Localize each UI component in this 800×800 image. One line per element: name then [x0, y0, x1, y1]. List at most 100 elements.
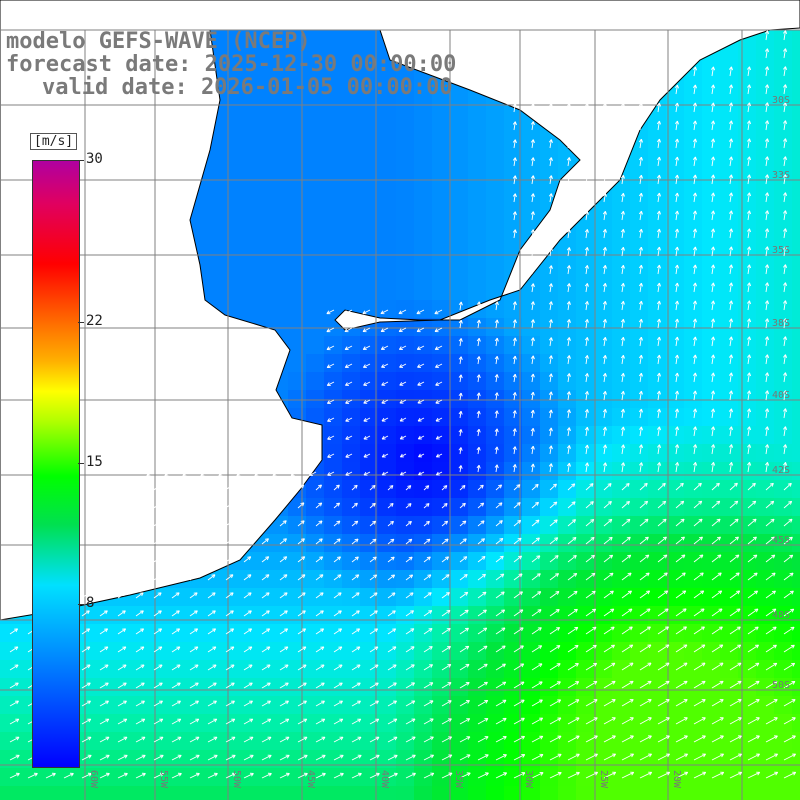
wind-cell	[414, 156, 433, 175]
wind-cell	[630, 678, 649, 697]
wind-cell	[774, 624, 793, 643]
wind-arrow	[530, 121, 535, 131]
wind-cell	[126, 624, 145, 643]
wind-cell	[702, 534, 721, 553]
wind-cell	[666, 156, 685, 175]
wind-cell	[738, 570, 757, 589]
wind-cell	[216, 678, 235, 697]
wind-cell	[378, 516, 397, 535]
wind-cell	[270, 48, 289, 67]
wind-cell	[576, 354, 595, 373]
wind-cell	[468, 768, 487, 787]
wind-cell	[702, 210, 721, 229]
wind-cell	[504, 120, 523, 139]
wind-cell	[216, 102, 235, 121]
wind-cell	[720, 498, 739, 517]
wind-cell	[306, 678, 325, 697]
lat-label: 48S	[772, 610, 790, 621]
wind-cell	[522, 426, 541, 445]
wind-cell	[558, 264, 577, 283]
wind-cell	[414, 552, 433, 571]
wind-cell	[540, 660, 559, 679]
wind-arrow	[494, 301, 499, 311]
wind-cell	[306, 354, 325, 373]
wind-arrow	[584, 103, 589, 113]
forecast-date: forecast date: 2025-12-30 00:00:00	[6, 52, 457, 77]
wind-arrow	[710, 246, 716, 257]
wind-cell	[702, 750, 721, 769]
wind-arrow	[656, 228, 662, 239]
wind-arrow	[746, 138, 752, 149]
wind-cell	[414, 498, 433, 517]
wind-arrow	[692, 120, 698, 131]
wind-cell	[324, 66, 343, 85]
wind-cell	[648, 210, 667, 229]
wind-cell	[198, 228, 217, 247]
wind-cell	[378, 462, 397, 481]
wind-cell	[342, 516, 361, 535]
wind-cell	[702, 390, 721, 409]
wind-cell	[720, 102, 739, 121]
wind-cell	[612, 426, 631, 445]
wind-cell	[792, 336, 800, 355]
wind-cell	[684, 336, 703, 355]
wind-cell	[774, 354, 793, 373]
wind-cell	[468, 714, 487, 733]
wind-cell	[612, 624, 631, 643]
wind-cell	[342, 534, 361, 553]
wind-arrow	[602, 301, 607, 311]
wind-cell	[702, 462, 721, 481]
wind-arrow	[746, 318, 752, 329]
wind-cell	[720, 444, 739, 463]
wind-cell	[666, 642, 685, 661]
wind-cell	[360, 660, 379, 679]
wind-cell	[432, 786, 451, 800]
wind-cell	[738, 372, 757, 391]
wind-cell	[774, 732, 793, 751]
wind-cell	[360, 354, 379, 373]
wind-cell	[522, 498, 541, 517]
wind-cell	[738, 516, 757, 535]
wind-cell	[324, 336, 343, 355]
wind-cell	[432, 642, 451, 661]
wind-cell	[666, 408, 685, 427]
wind-arrow	[620, 210, 625, 221]
wind-cell	[630, 588, 649, 607]
wind-cell	[486, 534, 505, 553]
wind-cell	[270, 696, 289, 715]
wind-cell	[324, 660, 343, 679]
wind-arrow	[566, 67, 571, 77]
wind-cell	[306, 750, 325, 769]
wind-cell	[612, 390, 631, 409]
wind-arrow	[692, 318, 698, 329]
wind-arrow	[476, 301, 481, 311]
wind-cell	[432, 390, 451, 409]
wind-cell	[360, 192, 379, 211]
wind-cell	[468, 120, 487, 139]
wind-cell	[792, 462, 800, 481]
wind-cell	[684, 444, 703, 463]
lat-label: 50S	[772, 680, 790, 691]
wind-cell	[414, 660, 433, 679]
wind-arrow	[656, 138, 662, 149]
wind-cell	[774, 318, 793, 337]
wind-cell	[558, 552, 577, 571]
wind-cell	[684, 174, 703, 193]
wind-cell	[342, 642, 361, 661]
wind-arrow	[602, 157, 607, 167]
wind-cell	[378, 210, 397, 229]
wind-cell	[666, 534, 685, 553]
wind-cell	[324, 678, 343, 697]
wind-arrow	[344, 327, 353, 333]
wind-cell	[594, 300, 613, 319]
wind-cell	[306, 318, 325, 337]
wind-cell	[702, 552, 721, 571]
wind-cell	[270, 282, 289, 301]
wind-arrow	[656, 318, 662, 329]
wind-cell	[540, 750, 559, 769]
wind-cell	[396, 480, 415, 499]
wind-cell	[666, 480, 685, 499]
wind-arrow	[782, 138, 788, 149]
wind-arrow	[512, 301, 517, 311]
wind-cell	[522, 156, 541, 175]
